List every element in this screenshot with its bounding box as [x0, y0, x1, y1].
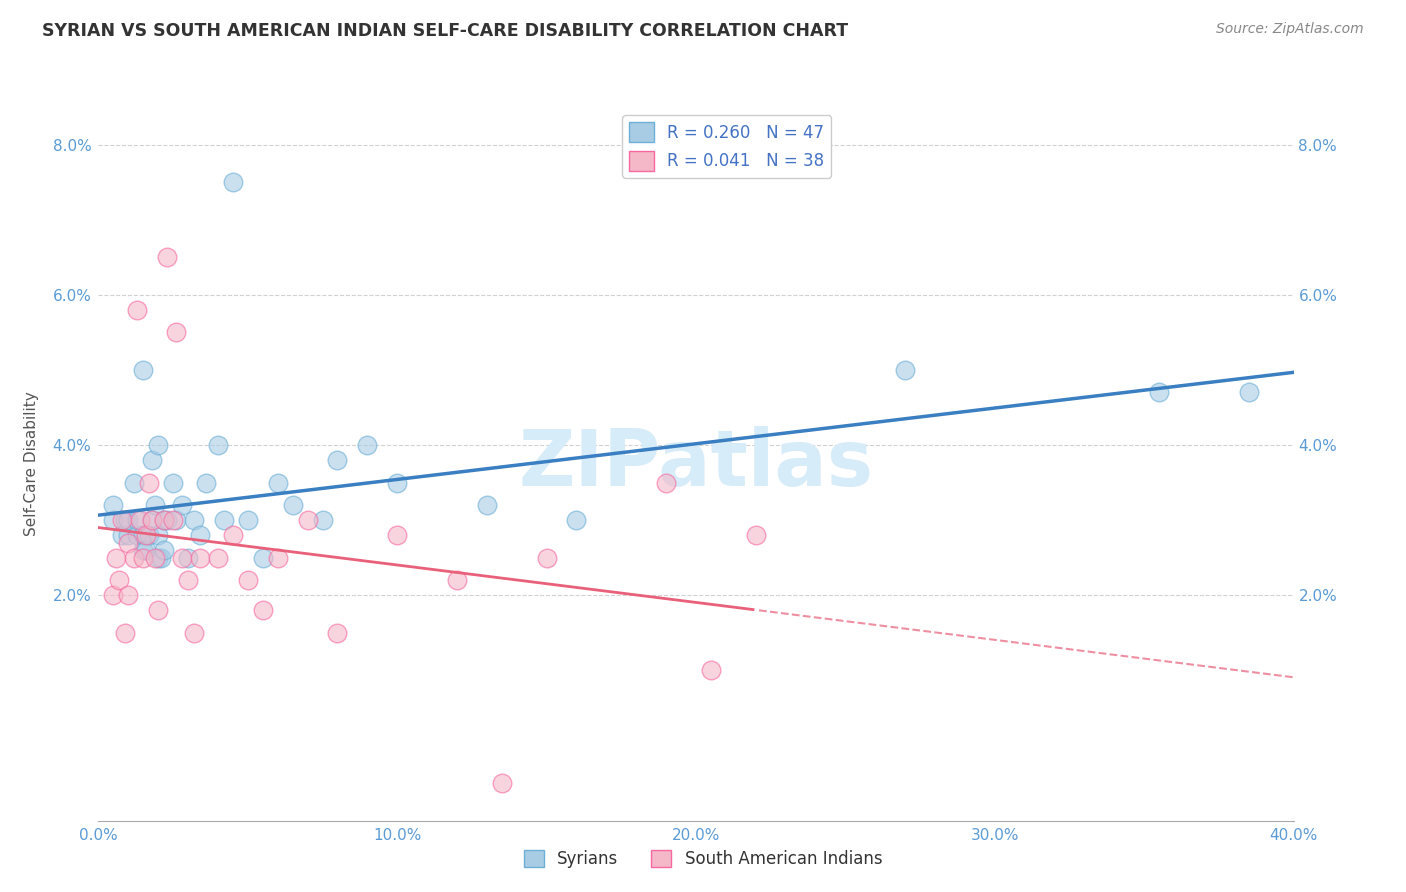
- Point: [150, 550, 173, 565]
- Point: [141, 453, 163, 467]
- Point: [222, 528, 245, 542]
- Text: ZIPatlas: ZIPatlas: [519, 425, 873, 502]
- Point: [207, 438, 229, 452]
- Point: [165, 513, 187, 527]
- Point: [124, 550, 146, 565]
- Point: [252, 550, 274, 565]
- Point: [141, 513, 163, 527]
- Point: [108, 574, 131, 588]
- Point: [172, 550, 194, 565]
- Point: [236, 513, 259, 527]
- Point: [132, 528, 155, 542]
- Point: [103, 513, 125, 527]
- Point: [132, 363, 155, 377]
- Point: [195, 475, 218, 490]
- Legend: Syrians, South American Indians: Syrians, South American Indians: [517, 843, 889, 875]
- Point: [177, 574, 200, 588]
- Point: [114, 513, 136, 527]
- Point: [385, 528, 409, 542]
- Point: [172, 498, 194, 512]
- Point: [138, 528, 160, 542]
- Point: [148, 603, 170, 617]
- Point: [148, 528, 170, 542]
- Point: [183, 513, 205, 527]
- Point: [153, 543, 176, 558]
- Point: [326, 625, 349, 640]
- Point: [700, 664, 723, 678]
- Point: [1237, 385, 1260, 400]
- Point: [127, 302, 149, 317]
- Point: [111, 528, 134, 542]
- Point: [114, 625, 136, 640]
- Point: [111, 513, 134, 527]
- Point: [156, 513, 179, 527]
- Point: [297, 513, 319, 527]
- Point: [267, 475, 290, 490]
- Point: [281, 498, 304, 512]
- Point: [177, 550, 200, 565]
- Point: [105, 550, 128, 565]
- Point: [135, 543, 157, 558]
- Point: [212, 513, 235, 527]
- Point: [236, 574, 259, 588]
- Point: [536, 550, 558, 565]
- Point: [103, 498, 125, 512]
- Point: [132, 543, 155, 558]
- Legend: R = 0.260   N = 47, R = 0.041   N = 38: R = 0.260 N = 47, R = 0.041 N = 38: [623, 115, 831, 178]
- Point: [143, 550, 166, 565]
- Y-axis label: Self-Care Disability: Self-Care Disability: [24, 392, 39, 536]
- Point: [127, 513, 149, 527]
- Point: [162, 513, 184, 527]
- Point: [141, 513, 163, 527]
- Text: Source: ZipAtlas.com: Source: ZipAtlas.com: [1216, 22, 1364, 37]
- Point: [188, 528, 211, 542]
- Point: [153, 513, 176, 527]
- Point: [565, 513, 588, 527]
- Text: SYRIAN VS SOUTH AMERICAN INDIAN SELF-CARE DISABILITY CORRELATION CHART: SYRIAN VS SOUTH AMERICAN INDIAN SELF-CAR…: [42, 22, 848, 40]
- Point: [222, 175, 245, 189]
- Point: [311, 513, 333, 527]
- Point: [143, 498, 166, 512]
- Point: [117, 513, 139, 527]
- Point: [162, 475, 184, 490]
- Point: [148, 550, 170, 565]
- Point: [326, 453, 349, 467]
- Point: [153, 513, 176, 527]
- Point: [183, 625, 205, 640]
- Point: [156, 250, 179, 264]
- Point: [132, 550, 155, 565]
- Point: [252, 603, 274, 617]
- Point: [655, 475, 678, 490]
- Point: [207, 550, 229, 565]
- Point: [267, 550, 290, 565]
- Point: [446, 574, 468, 588]
- Point: [117, 535, 139, 549]
- Point: [491, 776, 513, 790]
- Point: [138, 475, 160, 490]
- Point: [135, 528, 157, 542]
- Point: [127, 528, 149, 542]
- Point: [745, 528, 768, 542]
- Point: [1147, 385, 1170, 400]
- Point: [188, 550, 211, 565]
- Point: [148, 438, 170, 452]
- Point: [117, 528, 139, 542]
- Point: [894, 363, 917, 377]
- Point: [129, 513, 152, 527]
- Point: [103, 588, 125, 602]
- Point: [124, 475, 146, 490]
- Point: [356, 438, 378, 452]
- Point: [475, 498, 498, 512]
- Point: [385, 475, 409, 490]
- Point: [165, 326, 187, 340]
- Point: [117, 588, 139, 602]
